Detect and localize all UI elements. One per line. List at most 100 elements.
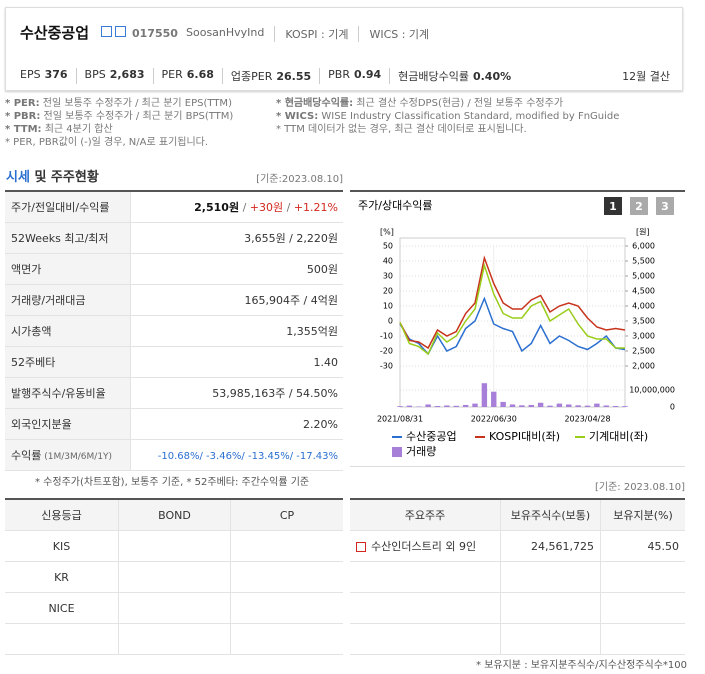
note: * PER: 전일 보통주 수정주가 / 최근 분기 EPS(TTM) <box>5 97 233 110</box>
row-value: 165,904주 / 4억원 <box>131 285 343 316</box>
row-value: 1,355억원 <box>131 316 343 347</box>
sub-item: SoosanHvyInd <box>186 26 265 39</box>
stat-value: 2,683 <box>109 68 145 81</box>
y2-tick-label: 4,500 <box>632 287 655 296</box>
stat-label: 업종PER <box>230 70 273 83</box>
row-value: 2,510원 / +30원 / +1.21% <box>131 192 343 223</box>
note-text: 전일 보통주 수정주가 / 최근 분기 EPS(TTM) <box>39 98 232 109</box>
label: 외국인지분율 <box>11 418 72 431</box>
agency: KIS <box>52 540 71 553</box>
note: * PBR: 전일 보통주 수정주가 / 최근 분기 BPS(TTM) <box>5 110 233 123</box>
y-tick-label: 30 <box>383 272 393 281</box>
button-label: 1 <box>609 200 617 213</box>
y-tick-label: 10 <box>383 302 393 311</box>
value: 53,985,163주 / 54.50% <box>212 387 338 400</box>
note: * TTM: 최근 4분기 합산 <box>5 123 233 136</box>
x-tick-label: 2021/08/31 <box>377 415 423 424</box>
volume-bar <box>472 403 478 407</box>
table-cell <box>118 624 230 655</box>
stat-value: 0.94 <box>353 68 382 81</box>
ir-icon[interactable] <box>115 26 126 37</box>
row-label: 52Weeks 최고/최저 <box>5 223 131 254</box>
button-label: 3 <box>661 200 669 213</box>
legend-swatch <box>392 447 402 457</box>
stat-label: PER <box>161 68 183 81</box>
value: 1.40 <box>313 356 339 369</box>
row-label: 52주베타 <box>5 347 131 378</box>
note-text: WISE Industry Classification Standard, m… <box>318 111 620 122</box>
price-part: +1.21% <box>293 201 338 214</box>
volume-bar <box>397 406 403 407</box>
label: 수익률 <box>11 449 42 462</box>
value: 165,904주 / 4억원 <box>244 294 338 307</box>
volume-bar <box>566 404 572 407</box>
volume-bar <box>481 383 488 407</box>
label: 52Weeks 최고/최저 <box>11 232 109 245</box>
value: 500원 <box>306 263 338 276</box>
date: [기준:2023.08.10] <box>256 174 343 185</box>
notes-right: * 현금배당수익률: 최근 결산 수정DPS(현금) / 전일 보통주 수정주가… <box>276 97 619 136</box>
stats: EPS 376 BPS 2,683 PER 6.68 업종PER 26.55 PBR 0.94 현금… <box>20 68 519 84</box>
row-value: 53,985,163주 / 54.50% <box>131 378 343 409</box>
legend-label: KOSPI대비(좌) <box>489 430 560 443</box>
chart-button[interactable] <box>656 197 674 215</box>
table-cell <box>600 593 685 624</box>
volume-bar <box>528 404 534 407</box>
header-text: 보유지분(%) <box>613 509 673 522</box>
label-small: (1M/3M/6M/1Y) <box>41 452 113 462</box>
y-tick-label: -20 <box>380 347 393 356</box>
volume-tick-label: 0 <box>670 403 675 412</box>
table-cell <box>230 531 343 562</box>
header-text: 주요주주 <box>404 509 446 522</box>
sub-item: KOSPI : 기계 <box>274 26 358 42</box>
table-cell <box>350 562 500 593</box>
volume-bar <box>491 391 497 407</box>
table-cell: NICE <box>5 593 118 624</box>
summary-box: 수산중공업 017550 SoosanHvyInd KOSPI : 기계 WICS … <box>5 7 683 91</box>
table-cell <box>5 624 118 655</box>
chart-button[interactable] <box>604 197 622 215</box>
chart: 주가/상대수익률 1 2 3 [%] [원] 50 40 30 20 10 0 -10 -20 -30 6,0… <box>358 197 675 458</box>
legend-label: 거래량 <box>406 445 436 458</box>
table-cell: 45.50 <box>600 531 685 562</box>
stat-label: 현금배당수익률 <box>398 70 469 83</box>
volume-bar <box>434 405 441 407</box>
table-cell: 수산인더스트리 외 9인 <box>350 531 500 562</box>
y-tick-label: 20 <box>383 287 393 296</box>
volume-bar <box>509 404 516 407</box>
note-key: * PER: <box>5 98 40 109</box>
table-header: CP <box>230 500 343 531</box>
home-icon[interactable] <box>101 26 112 37</box>
note: * WICS: WISE Industry Classification Sta… <box>276 110 619 123</box>
value: 1,355억원 <box>286 325 338 338</box>
y2-tick-label: 6,000 <box>632 242 655 251</box>
x-tick-label: 2023/04/28 <box>564 415 610 424</box>
y2-tick-label: 3,000 <box>632 332 655 341</box>
chart-button[interactable] <box>630 197 648 215</box>
row-label: 주가/전일대비/수익률 <box>5 192 131 223</box>
volume-bar <box>575 405 581 407</box>
table-cell <box>118 531 230 562</box>
table-cell: KR <box>5 562 118 593</box>
stat: PER 6.68 <box>152 68 222 84</box>
agency: KR <box>54 571 69 584</box>
y-tick-label: 50 <box>383 242 393 251</box>
value: -10.68%/ -3.46%/ -13.45%/ -17.43% <box>157 451 338 462</box>
chart-panel: 주가/상대수익률 1 2 3 [%] [원] 50 40 30 20 10 0 -10 -20 -30 6,0… <box>350 190 685 467</box>
price-part: / <box>239 201 250 214</box>
stat: EPS 376 <box>20 68 76 84</box>
y2-tick-label: 4,000 <box>632 302 655 311</box>
price-part: 2,510원 <box>194 201 240 214</box>
y2-tick-label: 2,500 <box>632 347 655 356</box>
expand-icon[interactable] <box>356 542 366 552</box>
stat-value: 26.55 <box>276 70 312 83</box>
note-key: * WICS: <box>276 111 319 122</box>
label: 52주베타 <box>11 356 56 369</box>
volume-bar <box>612 405 619 407</box>
price-part: +30원 <box>249 201 284 214</box>
company-name: 수산중공업 <box>20 24 90 42</box>
y-unit: [%] <box>380 228 394 237</box>
volume-bar <box>547 405 553 407</box>
notes-left: * PER: 전일 보통주 수정주가 / 최근 분기 EPS(TTM) * PBR… <box>5 97 233 149</box>
